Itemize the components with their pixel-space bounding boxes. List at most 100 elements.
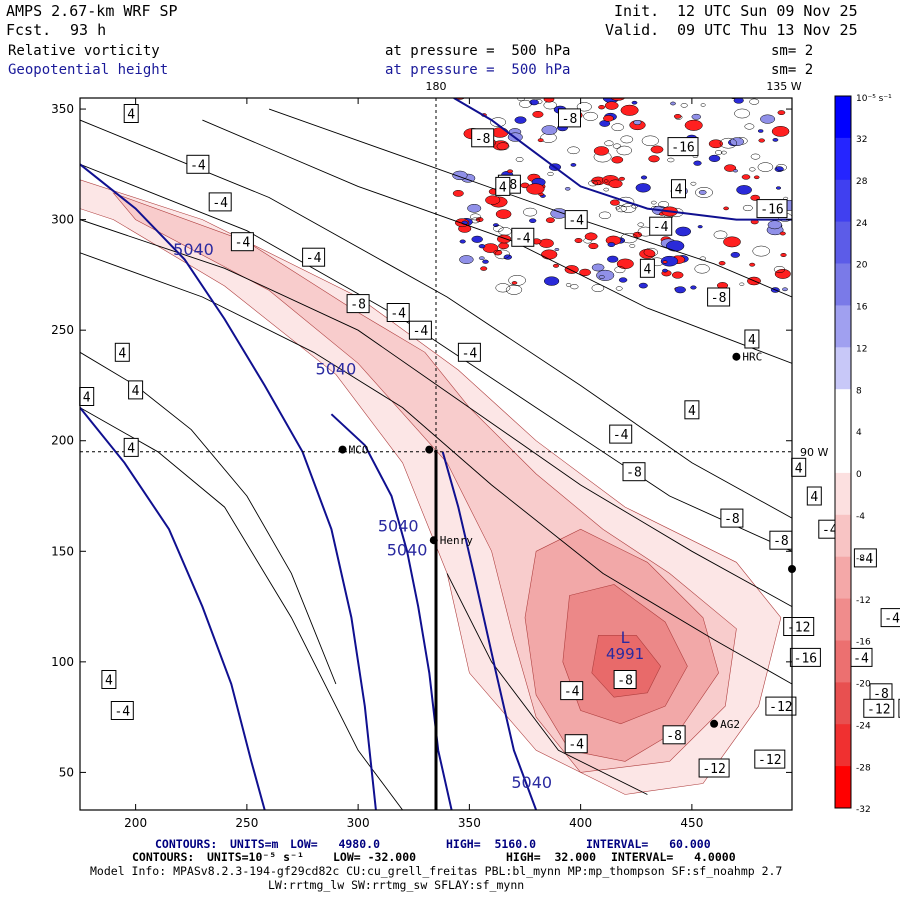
vorticity-label-box <box>622 462 646 482</box>
convective-cell <box>615 205 627 213</box>
convective-cell <box>543 98 555 103</box>
vorticity-label: -4 <box>568 214 584 229</box>
vorticity-contour <box>80 407 403 810</box>
colorbar-swatch <box>835 682 851 725</box>
convective-cell <box>650 200 657 205</box>
convective-cell <box>532 110 544 118</box>
convective-cell <box>757 162 774 172</box>
init-label: Init. <box>614 2 660 20</box>
station-marker <box>429 536 438 545</box>
convective-cell <box>615 286 623 291</box>
colorbar-label: 12 <box>856 345 867 355</box>
colorbar-label: 32 <box>856 135 867 145</box>
convective-cell <box>588 242 599 250</box>
vorticity-label: -4 <box>653 220 669 235</box>
vorticity-label-box <box>684 400 700 420</box>
x-tick-label: 250 <box>235 816 258 830</box>
convective-cell <box>673 114 682 119</box>
station-marker <box>732 352 741 361</box>
convective-cell <box>618 176 625 181</box>
convective-cell <box>495 209 512 219</box>
convective-cell <box>736 185 752 195</box>
convective-cell <box>482 259 489 264</box>
valid-label: Valid. <box>605 21 660 39</box>
convective-cell <box>614 266 626 274</box>
vorticity-label: 4 <box>675 183 683 198</box>
convective-cell <box>724 164 737 172</box>
vorticity-label: -12 <box>867 702 890 717</box>
convective-cell <box>760 114 776 124</box>
vorticity-label-box <box>564 734 588 754</box>
vorticity-label-box <box>302 247 326 267</box>
convective-cell <box>750 153 761 160</box>
convective-cell <box>611 156 624 164</box>
convective-cell <box>529 99 539 106</box>
vorticity-label-box <box>511 227 535 247</box>
convective-cell <box>729 137 745 147</box>
vorticity-label: -8 <box>711 291 727 306</box>
convective-cell <box>662 260 668 264</box>
convective-cell <box>616 258 634 270</box>
convective-cell <box>713 230 728 240</box>
plot-frame <box>79 97 793 811</box>
vorticity-label: -12 <box>758 753 781 768</box>
convective-cell <box>777 110 786 116</box>
convective-cell <box>718 261 726 266</box>
convective-cell <box>591 263 605 272</box>
convective-cell <box>490 117 507 128</box>
vorticity-label-box <box>128 380 144 400</box>
convective-cell <box>591 284 605 292</box>
convective-cell <box>667 157 675 163</box>
convective-cell <box>469 213 482 221</box>
vorticity-label: -4 <box>822 523 838 538</box>
convective-cell <box>674 286 686 294</box>
vorticity-label: -12 <box>769 700 792 715</box>
convective-cell <box>742 204 753 212</box>
vorticity-label: -8 <box>475 132 491 147</box>
vorticity-label: -4 <box>564 685 580 700</box>
vorticity-label-box <box>754 749 786 769</box>
convective-cell <box>757 129 764 133</box>
vorticity-label-box <box>110 701 134 720</box>
vorticity-label-box <box>123 104 139 123</box>
height-contour-label: 5040 <box>378 516 419 535</box>
height-contour-label: 5040 <box>511 773 552 792</box>
convective-cell <box>495 283 511 293</box>
convective-cell <box>588 180 598 187</box>
footer-height-units: UNITS=m <box>230 837 279 851</box>
y-tick-label: 100 <box>51 655 74 669</box>
model-title: AMPS 2.67-km WRF SP <box>6 2 178 20</box>
convective-cell <box>493 225 504 232</box>
convective-cell <box>776 186 781 190</box>
colorbar-swatch <box>835 766 851 809</box>
vorticity-label-box <box>609 424 633 444</box>
vorticity-label: 4 <box>105 674 113 689</box>
vorticity-label: -4 <box>613 428 629 443</box>
vorticity-band-m20 <box>591 635 662 698</box>
convective-cell <box>611 123 624 132</box>
height-contour <box>80 163 377 810</box>
station-label: HRC <box>742 351 762 364</box>
height-contour-label: 5040 <box>173 240 214 259</box>
footer-height-interval: INTERVAL= 60.000 <box>586 837 711 851</box>
vorticity-label-box <box>101 670 117 689</box>
convective-cell <box>574 238 583 243</box>
vorticity-label: 4 <box>688 404 696 419</box>
low-center-value: 4991 <box>606 645 644 663</box>
convective-cell <box>639 248 656 259</box>
convective-cell <box>526 183 545 195</box>
convective-cell <box>576 102 592 112</box>
y-tick-label: 300 <box>51 213 74 227</box>
vorticity-label-box <box>756 199 788 219</box>
convective-cell <box>670 101 676 106</box>
field2-level: at pressure = 500 hPa <box>385 62 571 78</box>
forecast-label: Fcst. <box>6 21 52 39</box>
convective-cell <box>459 255 474 265</box>
vorticity-label-box <box>863 698 895 718</box>
convective-cell <box>734 108 750 119</box>
convective-cell <box>615 206 621 210</box>
vorticity-label: -16 <box>671 141 694 156</box>
vorticity-label: 4 <box>810 490 818 505</box>
vorticity-label: 4 <box>643 262 651 277</box>
colorbar-label: 4 <box>856 428 862 438</box>
